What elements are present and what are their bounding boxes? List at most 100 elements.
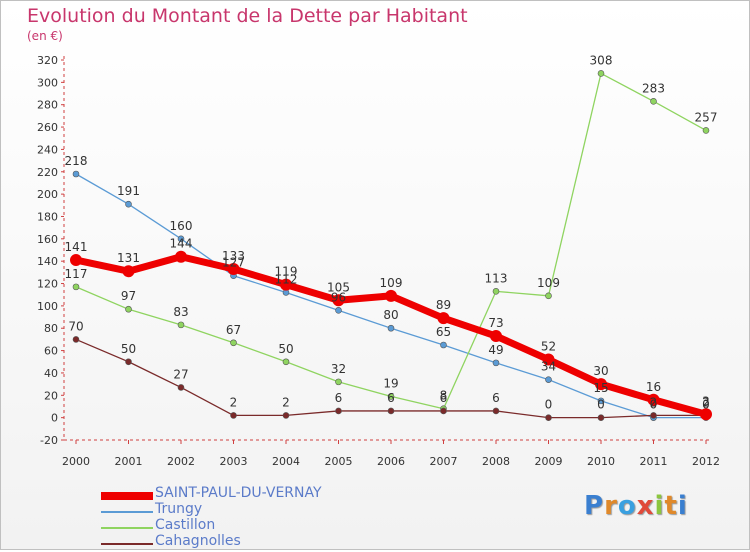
data-point-castillon: [702, 127, 710, 134]
data-point-cahagnolles: [230, 412, 237, 419]
data-point-castillon: [72, 283, 80, 291]
y-tick-label: 320: [37, 54, 58, 67]
legend-label-cahagnolles: Cahagnolles: [155, 533, 241, 549]
data-label-trungy: 191: [117, 184, 140, 198]
data-point-saint-paul-du-vernay: [175, 250, 187, 263]
data-label-saint-paul-du-vernay: 16: [646, 380, 661, 394]
data-label-cahagnolles: 2: [230, 395, 238, 409]
data-label-cahagnolles: 2: [282, 395, 290, 409]
legend-swatch-trungy: [101, 511, 153, 513]
data-point-saint-paul-du-vernay: [647, 393, 660, 406]
data-point-cahagnolles: [597, 414, 605, 421]
y-tick-label: 40: [44, 367, 58, 380]
y-tick-label: 200: [37, 188, 58, 201]
chart-title: Evolution du Montant de la Dette par Hab…: [27, 5, 468, 27]
data-label-trungy: 49: [488, 343, 503, 357]
x-tick-label: 2003: [220, 455, 248, 468]
data-point-saint-paul-du-vernay: [280, 278, 292, 291]
data-label-cahagnolles: 6: [492, 391, 500, 405]
y-tick-label: 60: [44, 345, 58, 358]
data-point-trungy: [177, 235, 185, 243]
data-label-trungy: 112: [275, 272, 298, 286]
data-point-castillon: [282, 358, 290, 366]
y-tick-label: 160: [37, 233, 58, 246]
data-point-saint-paul-du-vernay: [70, 254, 82, 267]
data-label-saint-paul-du-vernay: 133: [222, 249, 245, 263]
y-tick-label: -20: [40, 434, 58, 447]
data-label-trungy: 0: [650, 398, 658, 412]
data-point-trungy: [335, 307, 342, 314]
data-label-cahagnolles: 6: [387, 391, 395, 405]
data-point-saint-paul-du-vernay: [332, 294, 345, 307]
y-tick-label: 300: [37, 76, 58, 89]
data-point-trungy: [545, 376, 552, 383]
data-point-castillon: [335, 378, 342, 386]
x-tick-label: 2006: [377, 455, 405, 468]
data-label-cahagnolles: 6: [440, 391, 448, 405]
data-point-cahagnolles: [650, 412, 657, 419]
data-point-castillon: [387, 393, 395, 400]
y-tick-label: 0: [51, 412, 58, 425]
data-point-saint-paul-du-vernay: [542, 353, 555, 366]
data-point-trungy: [597, 397, 605, 405]
y-tick-label: 140: [37, 255, 58, 268]
y-tick-label: 120: [37, 278, 58, 291]
data-label-saint-paul-du-vernay: 119: [275, 265, 298, 279]
data-point-trungy: [387, 324, 395, 332]
data-label-castillon: 67: [226, 323, 241, 337]
data-label-cahagnolles: 0: [597, 398, 605, 412]
data-label-saint-paul-du-vernay: 52: [541, 340, 556, 354]
logo-letter: i: [677, 491, 688, 521]
y-tick-label: 260: [37, 121, 58, 134]
x-tick-label: 2009: [535, 455, 563, 468]
data-point-castillon: [125, 305, 132, 313]
chart-subtitle: (en €): [27, 29, 63, 43]
x-tick-label: 2011: [640, 455, 668, 468]
data-point-castillon: [597, 70, 605, 77]
data-label-cahagnolles: 0: [545, 398, 553, 412]
data-label-trungy: 65: [436, 325, 451, 339]
data-points: [70, 70, 712, 421]
data-label-cahagnolles: 2: [702, 395, 710, 409]
data-label-saint-paul-du-vernay: 105: [327, 280, 350, 294]
data-label-castillon: 109: [537, 276, 560, 290]
data-label-castillon: 83: [173, 305, 188, 319]
data-point-castillon: [230, 339, 237, 347]
data-label-castillon: 19: [383, 376, 398, 390]
data-label-cahagnolles: 70: [68, 319, 83, 333]
legend-label-castillon: Castillon: [155, 517, 216, 533]
data-label-cahagnolles: 6: [335, 391, 343, 405]
data-label-trungy: 160: [170, 219, 193, 233]
y-tick-label: 280: [37, 99, 58, 112]
data-label-saint-paul-du-vernay: 131: [117, 251, 140, 265]
data-point-cahagnolles: [335, 407, 342, 415]
data-point-saint-paul-du-vernay: [122, 265, 135, 278]
y-tick-label: 240: [37, 143, 58, 156]
logo-letter: i: [654, 491, 665, 521]
data-label-trungy: 80: [383, 308, 398, 322]
logo-letter: P: [584, 491, 605, 521]
data-label-cahagnolles: 27: [173, 367, 188, 381]
y-tick-label: 180: [37, 210, 58, 223]
data-label-castillon: 8: [440, 389, 448, 403]
x-tick-label: 2007: [430, 455, 458, 468]
data-label-saint-paul-du-vernay: 30: [593, 364, 608, 378]
legend-label-trungy: Trungy: [155, 501, 203, 517]
data-point-saint-paul-du-vernay: [437, 312, 450, 325]
data-point-cahagnolles: [492, 407, 500, 415]
data-label-castillon: 113: [485, 271, 508, 285]
data-point-cahagnolles: [72, 336, 80, 343]
data-label-castillon: 283: [642, 81, 665, 95]
data-point-castillon: [177, 321, 185, 329]
logo-letter: t: [664, 491, 678, 521]
data-point-trungy: [492, 359, 500, 367]
data-label-saint-paul-du-vernay: 141: [65, 240, 88, 254]
data-label-saint-paul-du-vernay: 109: [380, 276, 403, 290]
data-label-trungy: 96: [331, 290, 346, 304]
x-tick-label: 2005: [325, 455, 353, 468]
data-label-castillon: 117: [65, 267, 88, 281]
data-point-saint-paul-du-vernay: [490, 330, 502, 343]
